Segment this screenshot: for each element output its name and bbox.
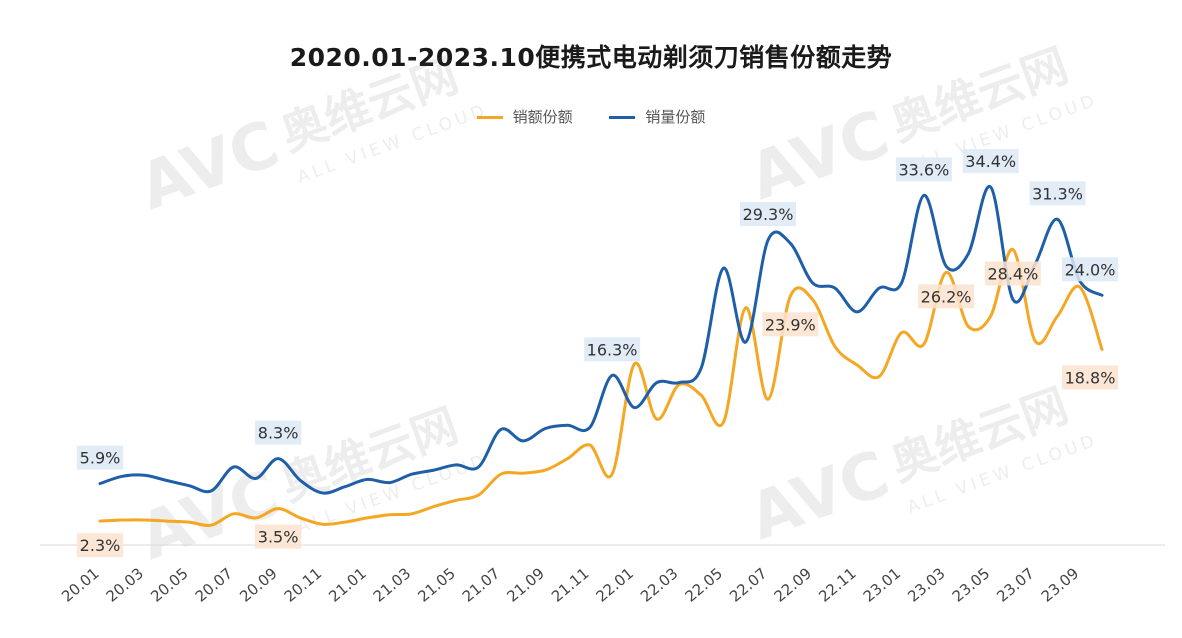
svg-text:AVC: AVC: [130, 457, 288, 575]
data-label-sales_amount-20.09: 3.5%: [254, 524, 302, 549]
x-tick-21.05: 21.05: [414, 564, 458, 605]
x-tick-21.01: 21.01: [325, 564, 369, 605]
series-line-sales_volume: [98, 185, 1104, 495]
legend: 销额份额 销量份额: [0, 106, 1182, 127]
series-line-sales_amount: [98, 247, 1104, 527]
data-label-sales_volume-22.07: 29.3%: [740, 202, 796, 227]
svg-text:31.3%: 31.3%: [1032, 184, 1083, 203]
data-label-layer: 2.3% 3.5% 23.9% 26.2% 28.4% 18.8% 5.9% 8.3% 16.3…: [76, 149, 1118, 558]
x-tick-23.03: 23.03: [904, 564, 948, 605]
legend-swatch-sales-volume: [609, 116, 636, 119]
x-tick-20.09: 20.09: [236, 564, 280, 605]
data-label-sales_volume-23.10: 24.0%: [1062, 257, 1118, 282]
svg-text:AVC: AVC: [740, 437, 898, 555]
svg-text:23.9%: 23.9%: [765, 315, 816, 334]
legend-swatch-sales-amount: [476, 116, 503, 119]
x-tick-layer: 20.01 20.03 20.05 20.07 20.09 20.11 21.01 21.03…: [58, 564, 1082, 605]
series-layer: [98, 185, 1104, 527]
x-tick-22.05: 22.05: [682, 564, 726, 605]
data-label-sales_amount-20.01: 2.3%: [76, 533, 124, 558]
data-label-sales_volume-20.09: 8.3%: [254, 420, 302, 445]
data-label-sales_amount-22.08: 23.9%: [762, 312, 819, 337]
svg-text:18.8%: 18.8%: [1065, 368, 1116, 387]
data-label-sales_amount-23.10: 18.8%: [1062, 365, 1118, 390]
x-tick-20.11: 20.11: [281, 564, 325, 605]
svg-text:8.3%: 8.3%: [258, 424, 299, 443]
svg-text:AVC: AVC: [740, 97, 898, 215]
legend-label-sales-volume: 销量份额: [645, 108, 706, 126]
svg-text:24.0%: 24.0%: [1065, 260, 1116, 279]
x-tick-20.01: 20.01: [58, 564, 102, 605]
svg-text:5.9%: 5.9%: [80, 449, 121, 468]
svg-text:34.4%: 34.4%: [965, 152, 1016, 171]
x-tick-23.05: 23.05: [949, 564, 993, 605]
legend-item-sales-volume[interactable]: 销量份额: [609, 106, 705, 127]
svg-text:3.5%: 3.5%: [258, 528, 299, 547]
data-label-sales_volume-23.05: 34.4%: [962, 149, 1019, 174]
data-label-sales_amount-23.03: 26.2%: [918, 284, 975, 309]
chart-title: 2020.01-2023.10便携式电动剃须刀销售份额走势: [289, 43, 893, 72]
x-tick-22.01: 22.01: [592, 564, 636, 605]
x-tick-20.03: 20.03: [103, 564, 147, 605]
svg-text:2.3%: 2.3%: [80, 536, 121, 555]
svg-text:29.3%: 29.3%: [743, 205, 794, 224]
x-tick-22.03: 22.03: [637, 564, 681, 605]
x-tick-22.09: 22.09: [771, 564, 815, 605]
x-tick-23.09: 23.09: [1038, 564, 1082, 605]
svg-text:16.3%: 16.3%: [587, 340, 638, 359]
data-label-sales_volume-21.12: 16.3%: [584, 337, 641, 362]
x-tick-22.07: 22.07: [726, 564, 770, 605]
svg-text:28.4%: 28.4%: [987, 265, 1038, 284]
legend-item-sales-amount[interactable]: 销额份额: [476, 106, 573, 127]
data-label-sales_volume-23.02: 33.6%: [895, 157, 952, 182]
svg-text:AVC: AVC: [130, 107, 288, 225]
data-label-sales_amount-23.06: 28.4%: [984, 261, 1041, 286]
data-label-sales_volume-20.01: 5.9%: [76, 445, 124, 470]
x-tick-22.11: 22.11: [815, 564, 859, 605]
legend-label-sales-amount: 销额份额: [512, 108, 573, 126]
data-label-sales_volume-23.08: 31.3%: [1029, 181, 1086, 206]
x-tick-21.11: 21.11: [548, 564, 592, 605]
svg-text:26.2%: 26.2%: [921, 287, 972, 306]
x-tick-23.07: 23.07: [993, 564, 1037, 605]
svg-text:33.6%: 33.6%: [898, 160, 949, 179]
x-tick-23.01: 23.01: [860, 564, 904, 605]
x-tick-21.03: 21.03: [370, 564, 414, 605]
x-tick-21.07: 21.07: [459, 564, 503, 605]
x-tick-21.09: 21.09: [503, 564, 547, 605]
x-tick-20.07: 20.07: [192, 564, 236, 605]
